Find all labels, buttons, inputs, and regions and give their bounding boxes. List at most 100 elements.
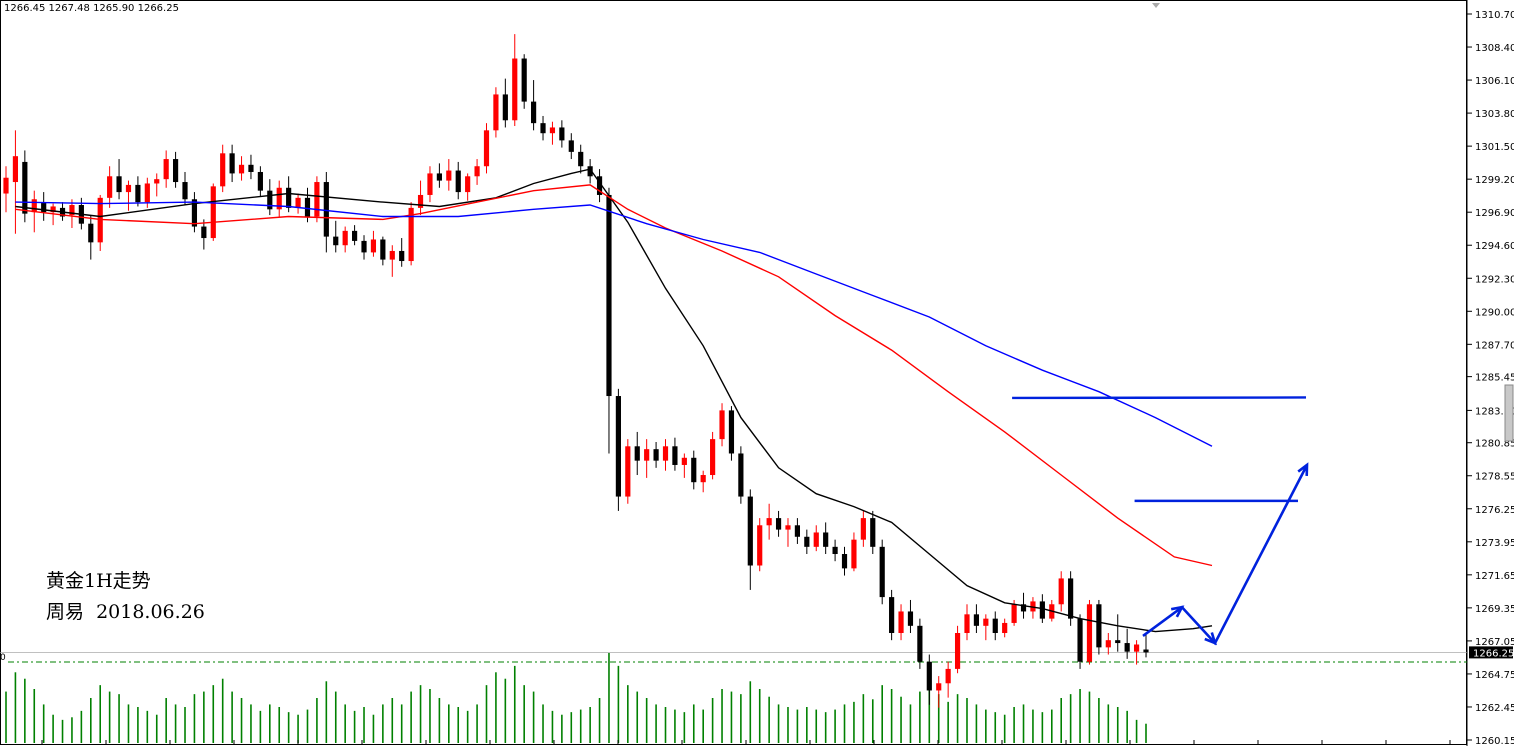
candle-body bbox=[125, 184, 132, 193]
candle-body bbox=[399, 250, 405, 262]
price-tick-label: 1296.90 bbox=[1475, 208, 1514, 219]
price-tick-label: 1276.25 bbox=[1475, 505, 1514, 516]
candle-body bbox=[22, 161, 28, 214]
candle-body bbox=[1086, 604, 1093, 662]
candle-body bbox=[945, 668, 951, 684]
price-tick-label: 1299.20 bbox=[1475, 175, 1514, 186]
candle-body bbox=[135, 184, 141, 203]
candle-body bbox=[257, 171, 263, 191]
candle-body bbox=[41, 202, 47, 213]
candle-body bbox=[521, 58, 527, 102]
resistance-level-upper bbox=[1012, 396, 1307, 400]
candle-body bbox=[370, 239, 377, 253]
candle-body bbox=[314, 182, 320, 217]
candle-body bbox=[172, 159, 179, 183]
candle-body bbox=[973, 614, 980, 626]
candle-body bbox=[436, 173, 442, 181]
price-tick-label: 1303.80 bbox=[1475, 109, 1514, 120]
candle-body bbox=[502, 94, 508, 121]
candle-body bbox=[879, 546, 885, 598]
candle-body bbox=[1039, 601, 1045, 619]
candle-body bbox=[747, 496, 753, 566]
candle-body bbox=[1124, 643, 1130, 652]
candle-body bbox=[1030, 601, 1036, 612]
price-tick-label: 1264.75 bbox=[1475, 670, 1514, 681]
ohlc-header: 1266.45 1267.48 1265.90 1266.25 bbox=[4, 3, 179, 14]
candle-body bbox=[220, 153, 226, 187]
price-tick-label: 1260.15 bbox=[1475, 736, 1514, 746]
candle-body bbox=[1002, 622, 1008, 634]
candle-body bbox=[483, 130, 490, 167]
ma-red-line bbox=[15, 184, 1213, 567]
candle-body bbox=[775, 518, 782, 530]
candle-body bbox=[804, 536, 810, 547]
candle-body bbox=[229, 153, 235, 174]
price-tick-label: 1262.45 bbox=[1475, 703, 1514, 714]
candle-body bbox=[1068, 578, 1074, 619]
candle-body bbox=[926, 661, 932, 691]
candle-body bbox=[540, 123, 546, 134]
candle-body bbox=[361, 240, 367, 253]
price-tick-label: 1301.50 bbox=[1475, 142, 1514, 153]
candle-body bbox=[813, 532, 819, 547]
candle-body bbox=[408, 207, 414, 262]
candle-body bbox=[851, 539, 857, 569]
arrowhead-target-icon bbox=[1297, 462, 1309, 476]
annotation-date: 周易 2018.06.26 bbox=[46, 601, 205, 623]
candle-body bbox=[578, 151, 584, 167]
candle-body bbox=[31, 199, 37, 213]
candle-body bbox=[1105, 640, 1111, 648]
price-tick-label: 1292.30 bbox=[1475, 274, 1514, 285]
candle-body bbox=[889, 597, 895, 634]
ma-black-line bbox=[15, 168, 1213, 633]
volume-histogram bbox=[5, 653, 1147, 743]
candle-body bbox=[559, 127, 565, 141]
arrowhead-down-icon bbox=[1204, 632, 1218, 646]
candle-body bbox=[323, 182, 329, 237]
volume-scale-label: 0 bbox=[0, 653, 6, 663]
candle-body bbox=[163, 159, 169, 180]
projected-path-line bbox=[1142, 464, 1309, 646]
candle-body bbox=[493, 94, 499, 131]
candle-body bbox=[352, 230, 358, 241]
price-tick-label: 1280.85 bbox=[1475, 439, 1514, 450]
candle-body bbox=[210, 186, 216, 239]
candle-body bbox=[1020, 604, 1027, 612]
candles bbox=[3, 34, 1149, 708]
candle-body bbox=[700, 475, 706, 483]
price-tick-label: 1308.40 bbox=[1475, 43, 1514, 54]
candle-body bbox=[88, 223, 94, 243]
candle-body bbox=[606, 194, 612, 397]
candle-body bbox=[653, 449, 659, 461]
candle-body bbox=[417, 194, 424, 208]
ma-blue-line bbox=[15, 201, 1213, 447]
candle-body bbox=[634, 446, 640, 461]
price-tick-label: 1294.60 bbox=[1475, 241, 1514, 252]
candle-body bbox=[1115, 640, 1121, 644]
candle-body bbox=[238, 164, 245, 174]
price-tick-label: 1283.10 bbox=[1475, 406, 1514, 417]
candle-body bbox=[286, 187, 292, 208]
candle-body bbox=[333, 236, 339, 246]
price-tick-label: 1269.35 bbox=[1475, 604, 1514, 615]
price-tick-label: 1310.70 bbox=[1475, 10, 1514, 21]
candle-body bbox=[766, 518, 772, 526]
candle-body bbox=[644, 449, 650, 461]
price-tick-label: 1271.65 bbox=[1475, 571, 1514, 582]
candle-body bbox=[719, 410, 725, 440]
candle-body bbox=[615, 396, 621, 497]
candle-body bbox=[785, 525, 791, 530]
current-price-label: 1266.25 bbox=[1473, 648, 1514, 659]
candle-body bbox=[50, 206, 56, 213]
candle-body bbox=[907, 611, 914, 626]
candle-body bbox=[1011, 604, 1017, 623]
price-tick-label: 1290.00 bbox=[1475, 307, 1514, 318]
candle-body bbox=[531, 101, 537, 124]
candle-body bbox=[710, 439, 716, 476]
candle-body bbox=[832, 546, 838, 555]
candle-body bbox=[380, 239, 386, 260]
candle-body bbox=[983, 618, 989, 626]
candle-body bbox=[936, 683, 942, 691]
price-tick-label: 1267.05 bbox=[1475, 637, 1514, 648]
candle-body bbox=[267, 190, 273, 210]
